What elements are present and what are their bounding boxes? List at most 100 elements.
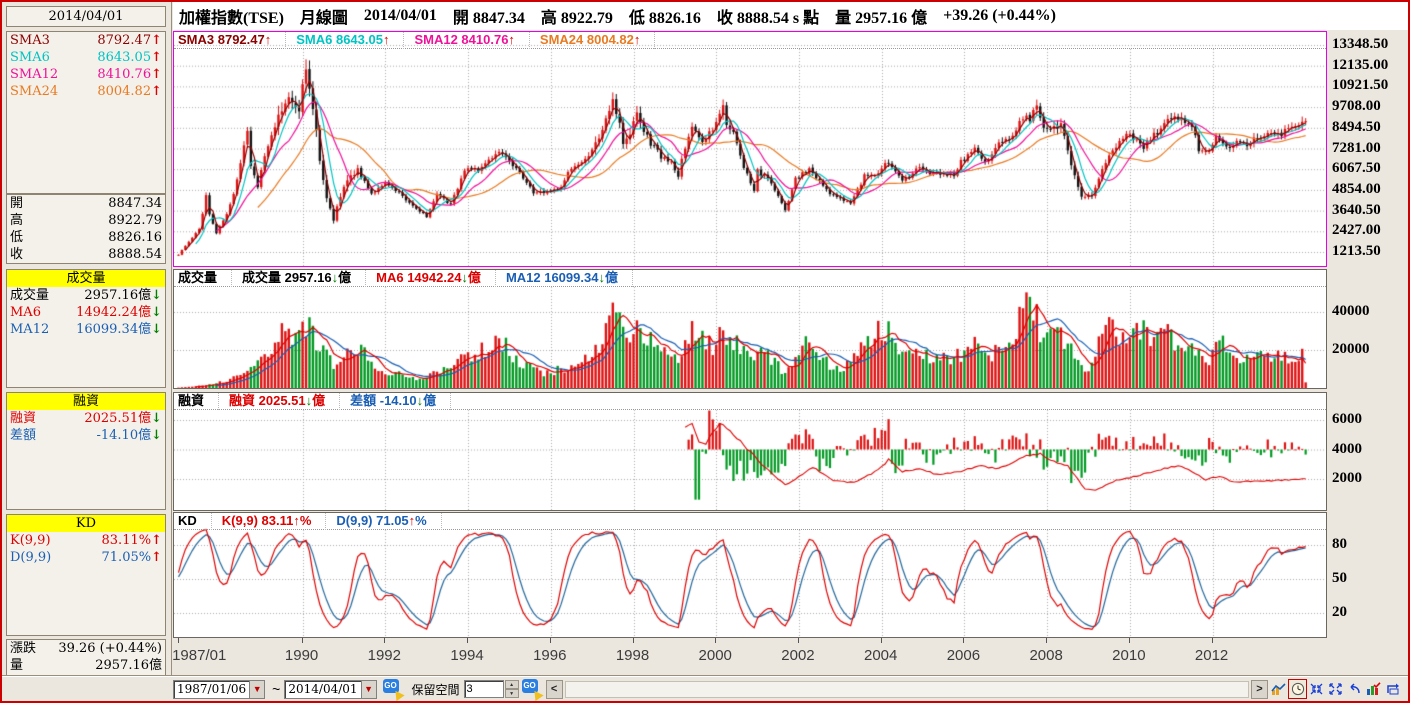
y-axis-label: 20 xyxy=(1332,604,1347,620)
window-switch-icon[interactable] xyxy=(1383,679,1402,699)
down-arrow-icon: ↓ xyxy=(151,305,162,320)
dropdown-arrow-icon[interactable]: ▼ xyxy=(249,680,265,698)
y-axis-label: 4854.00 xyxy=(1332,180,1381,197)
margin-rows: 融資 2025.51億↓ 差額 -14.10億↓ xyxy=(7,410,165,444)
volume-pane: 成交量 成交量 2957.16↓億 MA6 14942.24↓億 MA12 16099… xyxy=(173,269,1327,389)
ohlc-rows: 開 8847.34 高 8922.79 低 8826.16 收 8888.54 xyxy=(7,193,165,263)
x-axis-label: 1998 xyxy=(615,647,650,664)
volume-chart-canvas[interactable] xyxy=(174,270,1326,388)
x-axis-label: 1990 xyxy=(284,647,319,664)
x-axis-label: 1996 xyxy=(533,647,567,664)
sidebar-row: MA12 16099.34億↓ xyxy=(10,322,162,337)
y-axis-label: 2427.00 xyxy=(1332,222,1381,239)
volume-box-title: 成交量 xyxy=(7,270,165,287)
x-axis-tick xyxy=(549,638,551,643)
y-axis-label: 8494.50 xyxy=(1332,118,1381,135)
end-date-value: 2014/04/01 xyxy=(288,682,358,696)
x-axis-label: 2012 xyxy=(1194,647,1229,664)
up-arrow-icon: ↑ xyxy=(151,33,162,48)
sidebar-row: 差額 -14.10億↓ xyxy=(10,428,162,443)
sidebar-row: 高 8922.79 xyxy=(10,213,162,228)
reserve-space-label: 保留空間 xyxy=(411,682,460,697)
kd-chart-canvas[interactable] xyxy=(174,513,1326,637)
x-axis-label: 1992 xyxy=(367,647,401,664)
margin-chart-canvas[interactable] xyxy=(174,393,1326,510)
sidebar: 2014/04/01 SMA3 8792.47↑ SMA6 8643.05↑ SMA12… xyxy=(2,2,172,701)
clock-icon[interactable] xyxy=(1288,679,1307,699)
go-button[interactable]: GO xyxy=(521,679,544,701)
y-axis-label: 9708.00 xyxy=(1332,98,1381,115)
header-field: 低 8826.16 xyxy=(628,10,701,27)
reserve-space-spinner: ▲ ▼ xyxy=(504,680,519,698)
y-axis-label: 12135.00 xyxy=(1332,56,1389,73)
y-axis-label: 1213.50 xyxy=(1332,243,1381,259)
x-axis-tick xyxy=(177,638,179,643)
y-axis-label: 2000 xyxy=(1332,470,1362,486)
chart-scrollbar-track[interactable] xyxy=(564,680,1249,698)
header-field: 2014/04/01 xyxy=(363,7,437,24)
sidebar-row: MA6 14942.24億↓ xyxy=(10,305,162,320)
x-axis-tick xyxy=(963,638,965,643)
header-field: 月線圖 xyxy=(299,10,348,27)
change-box: 漲跌 39.26 (+0.44%) 量 2957.16億 xyxy=(6,639,166,679)
kd-box-title: KD xyxy=(7,515,165,532)
scroll-left-button[interactable]: < xyxy=(545,679,563,699)
go-icon: GO xyxy=(521,679,538,693)
sma-rows: SMA3 8792.47↑ SMA6 8643.05↑ SMA12 8410.76↑ SMA… xyxy=(7,32,165,100)
start-date-select[interactable]: 1987/01/06 ▼ xyxy=(173,679,266,699)
y-axis-label: 13348.50 xyxy=(1332,36,1389,52)
expand-icon[interactable] xyxy=(1326,679,1345,699)
reserve-space-input[interactable] xyxy=(463,680,504,698)
bar-chart-check-icon[interactable] xyxy=(1364,679,1383,699)
end-date-select[interactable]: 2014/04/01 ▼ xyxy=(284,679,377,699)
y-axis-label: 50 xyxy=(1332,570,1347,586)
x-axis-tick xyxy=(1046,638,1048,643)
sidebar-row: 收 8888.54 xyxy=(10,247,162,262)
y-axis-label: 7281.00 xyxy=(1332,139,1381,156)
go-icon: GO xyxy=(382,679,399,693)
sidebar-row: 成交量 2957.16億↓ xyxy=(10,288,162,303)
header-field: +39.26 (+0.44%) xyxy=(943,7,1056,24)
up-arrow-icon: ↑ xyxy=(151,533,162,548)
header-bar: 加權指數(TSE) 月線圖 2014/04/01 開 8847.34 高 8922.79… xyxy=(173,2,1408,30)
x-axis-label: 1987/01 xyxy=(172,647,227,664)
dropdown-arrow-icon[interactable]: ▼ xyxy=(360,680,376,698)
y-axis-label: 3640.50 xyxy=(1332,201,1381,218)
price-chart-canvas[interactable] xyxy=(174,32,1326,266)
sidebar-row: SMA6 8643.05↑ xyxy=(10,50,162,65)
date-range-tilde: ~ xyxy=(272,681,281,697)
undo-icon[interactable] xyxy=(1345,679,1364,699)
margin-box-title: 融資 xyxy=(7,393,165,410)
y-axis-label: 6000 xyxy=(1332,411,1362,427)
x-axis-tick xyxy=(1211,638,1213,643)
header-field: 高 8922.79 xyxy=(540,10,613,27)
x-axis-label: 2010 xyxy=(1112,647,1146,664)
sidebar-row: 低 8826.16 xyxy=(10,230,162,245)
y-axis-label: 4000 xyxy=(1332,440,1362,457)
margin-box: 融資 融資 2025.51億↓ 差額 -14.10億↓ xyxy=(6,392,166,510)
x-axis-label: 1994 xyxy=(450,647,484,664)
volume-rows: 成交量 2957.16億↓ MA6 14942.24億↓ MA12 16099.34億↓ xyxy=(7,287,165,338)
sidebar-row: SMA3 8792.47↑ xyxy=(10,33,162,48)
up-arrow-icon: ↑ xyxy=(151,84,162,99)
volume-box: 成交量 成交量 2957.16億↓ MA6 14942.24億↓ MA12 16099.3… xyxy=(6,269,166,388)
price-pane: SMA3 8792.47↑ SMA6 8643.05↑ SMA12 8410.76↑… xyxy=(173,31,1327,267)
up-arrow-icon: ↑ xyxy=(151,50,162,65)
go-button[interactable]: GO xyxy=(382,679,405,701)
y-axis-label: 6067.50 xyxy=(1332,160,1381,177)
scroll-right-button[interactable]: > xyxy=(1251,679,1268,699)
sidebar-row: 量 2957.16億 xyxy=(10,658,162,673)
x-axis-tick xyxy=(632,638,634,643)
trend-chart-icon[interactable] xyxy=(1269,679,1288,699)
x-axis-label: 2008 xyxy=(1029,647,1063,664)
spinner-up-button[interactable]: ▲ xyxy=(504,680,519,689)
sidebar-row: K(9,9) 83.11%↑ xyxy=(10,533,162,548)
up-arrow-icon: ↑ xyxy=(151,550,162,565)
down-arrow-icon: ↓ xyxy=(151,411,162,426)
sidebar-row: 漲跌 39.26 (+0.44%) xyxy=(10,641,162,656)
collapse-icon[interactable] xyxy=(1307,679,1326,699)
spinner-down-button[interactable]: ▼ xyxy=(504,689,519,698)
x-axis-tick xyxy=(467,638,469,643)
header-field: 收 8888.54 s 點 xyxy=(716,10,820,27)
